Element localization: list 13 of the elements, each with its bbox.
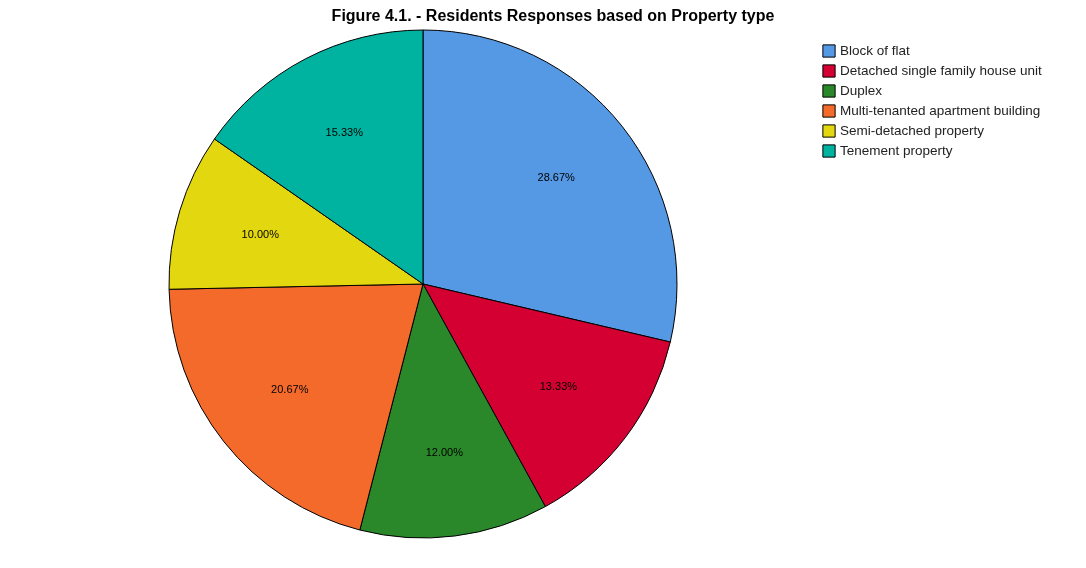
legend-label: Tenement property: [840, 143, 953, 158]
legend-label: Multi-tenanted apartment building: [840, 103, 1041, 118]
chart-title: Figure 4.1. - Residents Responses based on Property type: [331, 7, 775, 24]
legend-label: Semi-detached property: [840, 123, 985, 138]
legend-label: Duplex: [840, 83, 883, 98]
data-label: 20.67%: [271, 382, 309, 395]
data-label: 28.67%: [537, 171, 576, 184]
data-label: 10.00%: [241, 227, 280, 240]
data-label: 15.33%: [325, 126, 364, 139]
data-label: 12.00%: [425, 445, 464, 458]
data-label: 13.33%: [539, 379, 578, 392]
legend-label: Block of flat: [840, 43, 911, 58]
legend-label: Detached single family house unit: [840, 63, 1043, 78]
